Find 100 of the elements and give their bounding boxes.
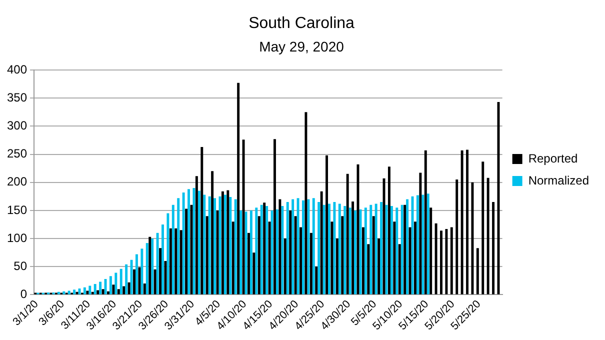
bar bbox=[96, 290, 100, 294]
bar bbox=[445, 228, 448, 294]
bar bbox=[258, 216, 260, 294]
bar bbox=[338, 204, 341, 294]
bar bbox=[497, 102, 500, 294]
bar bbox=[344, 206, 346, 294]
bar bbox=[326, 155, 328, 294]
bar bbox=[206, 216, 208, 294]
bar bbox=[112, 284, 115, 294]
y-tick-label: 100 bbox=[6, 230, 28, 245]
bar bbox=[117, 289, 120, 294]
bar bbox=[242, 140, 245, 294]
bar bbox=[430, 208, 432, 294]
bar bbox=[374, 204, 378, 294]
bar bbox=[177, 198, 180, 294]
bar bbox=[307, 199, 310, 294]
bar bbox=[286, 202, 289, 294]
bar bbox=[180, 230, 182, 294]
bar bbox=[320, 191, 323, 294]
bar bbox=[250, 210, 252, 294]
legend-label: Normalized bbox=[528, 173, 589, 188]
bar bbox=[102, 289, 104, 294]
bar bbox=[140, 248, 144, 294]
bar bbox=[122, 286, 126, 294]
y-tick-label: 50 bbox=[14, 258, 28, 273]
bar bbox=[396, 208, 398, 294]
bar bbox=[378, 238, 380, 294]
bar bbox=[296, 198, 300, 294]
bar bbox=[359, 209, 362, 294]
bar bbox=[266, 206, 268, 294]
bar bbox=[120, 268, 122, 294]
bar bbox=[174, 228, 178, 294]
bar bbox=[83, 287, 86, 294]
bar bbox=[148, 236, 152, 294]
y-tick-label: 150 bbox=[6, 202, 28, 217]
bar bbox=[346, 174, 349, 294]
bar bbox=[208, 196, 211, 294]
bar bbox=[440, 230, 442, 294]
bar bbox=[406, 199, 409, 294]
bar bbox=[328, 204, 330, 294]
bar bbox=[482, 162, 484, 294]
bar bbox=[260, 204, 263, 294]
bar bbox=[364, 208, 367, 294]
bar bbox=[380, 202, 383, 294]
bar bbox=[224, 194, 226, 294]
bar bbox=[156, 232, 159, 294]
bar bbox=[292, 199, 294, 294]
bar bbox=[232, 222, 234, 294]
bar bbox=[414, 222, 416, 294]
bar bbox=[200, 146, 204, 294]
bar bbox=[109, 276, 112, 294]
bar bbox=[456, 180, 458, 294]
bar bbox=[162, 224, 164, 294]
bar bbox=[125, 264, 128, 294]
bar bbox=[214, 198, 216, 294]
bar bbox=[198, 190, 200, 294]
bar bbox=[99, 282, 102, 294]
bar bbox=[172, 204, 174, 294]
bar bbox=[476, 248, 479, 294]
bar bbox=[333, 202, 336, 294]
bar bbox=[138, 267, 141, 294]
bar bbox=[281, 206, 284, 294]
bar bbox=[362, 227, 364, 294]
y-tick-label: 250 bbox=[6, 146, 28, 161]
bar bbox=[486, 178, 490, 294]
bar bbox=[133, 269, 136, 294]
bar bbox=[218, 196, 222, 294]
bar bbox=[466, 150, 468, 294]
bar bbox=[315, 266, 318, 294]
bar bbox=[276, 209, 278, 294]
bar bbox=[278, 199, 282, 294]
bar bbox=[73, 290, 76, 294]
bar bbox=[354, 210, 356, 294]
legend-label: Reported bbox=[528, 151, 578, 166]
bar bbox=[370, 204, 372, 294]
chart-title: South Carolina bbox=[248, 15, 355, 32]
y-tick-label: 0 bbox=[20, 287, 28, 302]
bar bbox=[130, 260, 133, 294]
bar bbox=[304, 112, 308, 294]
bar bbox=[310, 232, 312, 294]
bar bbox=[188, 189, 190, 294]
bar bbox=[182, 192, 185, 294]
bar bbox=[263, 202, 266, 294]
bar bbox=[348, 208, 352, 294]
bar bbox=[185, 208, 188, 294]
bar bbox=[289, 210, 292, 294]
bar bbox=[322, 204, 326, 294]
bar bbox=[404, 204, 406, 294]
bar bbox=[166, 213, 170, 294]
bar bbox=[128, 282, 130, 294]
bar bbox=[492, 202, 495, 294]
bar bbox=[367, 244, 370, 294]
bar bbox=[143, 283, 146, 294]
bar bbox=[341, 216, 344, 294]
bar bbox=[146, 243, 148, 294]
bar bbox=[192, 188, 196, 294]
bar bbox=[159, 248, 162, 294]
bar bbox=[388, 166, 390, 294]
bar bbox=[471, 182, 474, 294]
bar bbox=[400, 204, 404, 294]
